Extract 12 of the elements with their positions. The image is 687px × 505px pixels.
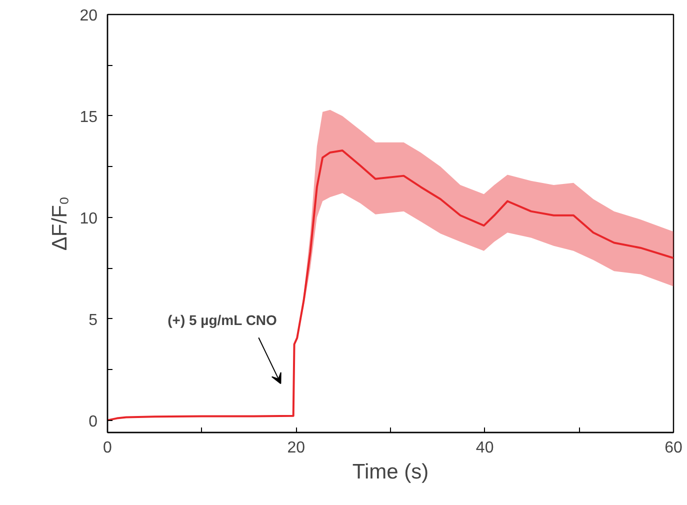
- y-tick-label: 20: [80, 8, 98, 24]
- x-tick-label: 0: [103, 440, 112, 456]
- y-tick-label: 5: [88, 312, 98, 329]
- x-axis-title: Time (s): [352, 460, 429, 484]
- y-tick-label: 15: [80, 108, 98, 126]
- annotation: (+) 5 µg/mL CNO: [168, 312, 278, 328]
- y-tick-label: 10: [80, 210, 98, 228]
- x-tick-label: 60: [664, 440, 682, 456]
- y-axis-title: ΔF/F₀: [48, 196, 72, 251]
- y-tick-label: 0: [88, 413, 98, 430]
- x-tick-label: 20: [287, 440, 306, 456]
- x-tick-label: 40: [476, 440, 494, 456]
